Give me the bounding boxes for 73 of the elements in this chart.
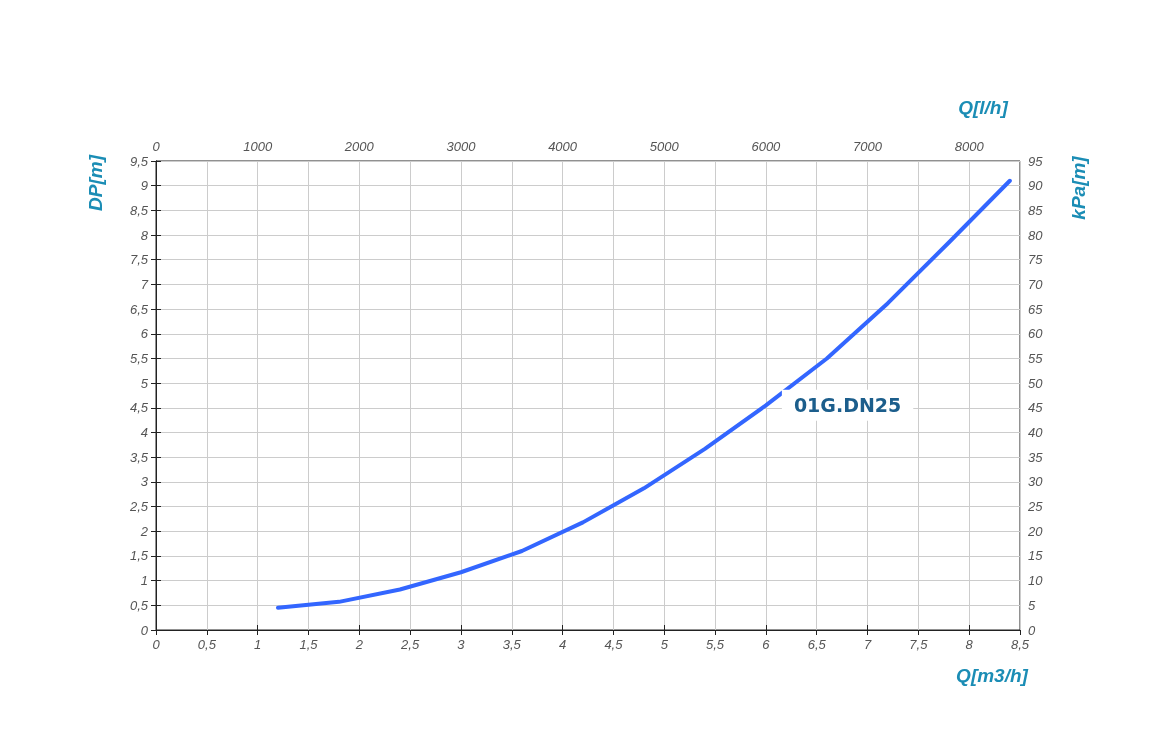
y-tick-label: 9,5	[129, 153, 149, 169]
y2-tick-label: 85	[1028, 202, 1044, 218]
x-tick-label: 3,5	[502, 637, 522, 652]
x-tick-label: 0	[152, 637, 161, 652]
x2-tick-label: 3000	[446, 139, 477, 154]
x-tick-label: 6	[762, 637, 771, 652]
y-tick-label: 6	[140, 326, 149, 342]
y-tick-label: 6,5	[129, 301, 149, 317]
y-tick-label: 2	[139, 523, 149, 539]
y2-tick-label: 0	[1028, 622, 1036, 638]
x-tick-label: 8,5	[1010, 637, 1030, 652]
y2-tick-label: 75	[1028, 252, 1044, 268]
y2-axis-title: kPa[m]	[1067, 155, 1089, 220]
x-tick-label: 7	[863, 637, 872, 652]
y-tick-label: 5,5	[129, 350, 149, 366]
y-tick-label: 3,5	[129, 449, 149, 465]
y-tick-label: 8,5	[129, 202, 149, 218]
x-tick-label: 5	[660, 637, 669, 652]
x2-axis-title: Q[l/h]	[958, 96, 1009, 118]
y-tick-label: 0	[140, 622, 149, 638]
x-tick-label: 7,5	[909, 637, 929, 652]
x-tick-label: 2	[354, 637, 364, 652]
y-tick-label: 0,5	[129, 597, 149, 613]
x2-tick-label: 7000	[853, 139, 883, 154]
y2-tick-label: 60	[1028, 326, 1044, 342]
x-tick-label: 4,5	[604, 637, 624, 652]
series-label: 01G.DN25	[793, 394, 902, 417]
y2-tick-label: 45	[1028, 400, 1044, 416]
y-tick-label: 3	[140, 474, 149, 490]
y2-tick-label: 15	[1028, 548, 1044, 564]
y2-tick-label: 30	[1028, 474, 1044, 490]
x-tick-label: 3	[457, 637, 466, 652]
y2-tick-label: 5	[1028, 597, 1036, 613]
y2-tick-label: 55	[1028, 350, 1044, 366]
line-series	[275, 178, 1012, 610]
x-tick-label: 2,5	[400, 637, 420, 652]
y2-tick-label: 80	[1028, 227, 1044, 243]
x-axis-title: Q[m3/h]	[956, 664, 1029, 686]
x-tick-label: 8	[965, 637, 974, 652]
y2-tick-label: 25	[1027, 499, 1044, 515]
x-tick-label: 6,5	[807, 637, 827, 652]
x2-tick-label: 5000	[649, 139, 680, 154]
y-tick-label: 5	[140, 375, 149, 391]
y-tick-label: 2,5	[128, 499, 149, 515]
x2-tick-label: 8000	[954, 139, 985, 154]
x-tick-label: 1	[254, 637, 262, 652]
y2-tick-label: 95	[1028, 153, 1044, 169]
y-tick-label: 4	[140, 425, 148, 441]
y2-tick-label: 50	[1028, 375, 1044, 391]
y2-tick-label: 40	[1028, 425, 1044, 441]
x-tick-label: 0,5	[197, 637, 217, 652]
y-tick-label: 4,5	[129, 400, 149, 416]
x-tick-label: 1,5	[299, 637, 319, 652]
y2-tick-label: 20	[1027, 523, 1044, 539]
x2-tick-label: 6000	[751, 139, 782, 154]
y-tick-label: 9	[140, 178, 148, 194]
y2-tick-label: 65	[1028, 301, 1044, 317]
x2-tick-label: 1000	[243, 139, 273, 154]
x-tick-label: 5,5	[706, 637, 725, 652]
y2-tick-label: 35	[1028, 449, 1044, 465]
y-tick-label: 7	[140, 276, 149, 292]
y-axis-title: DP[m]	[84, 154, 106, 211]
x2-tick-label: 4000	[548, 139, 578, 154]
y2-tick-label: 90	[1028, 178, 1044, 194]
x-tick-label: 4	[558, 637, 567, 652]
y-tick-label: 1	[140, 573, 148, 589]
y-tick-label: 8	[140, 227, 149, 243]
x2-tick-label: 0	[152, 139, 161, 154]
x2-tick-label: 2000	[343, 139, 375, 154]
y-tick-label: 1,5	[129, 548, 149, 564]
y-tick-label: 7,5	[129, 252, 149, 268]
y2-tick-label: 70	[1028, 276, 1044, 292]
y2-tick-label: 10	[1028, 573, 1044, 589]
